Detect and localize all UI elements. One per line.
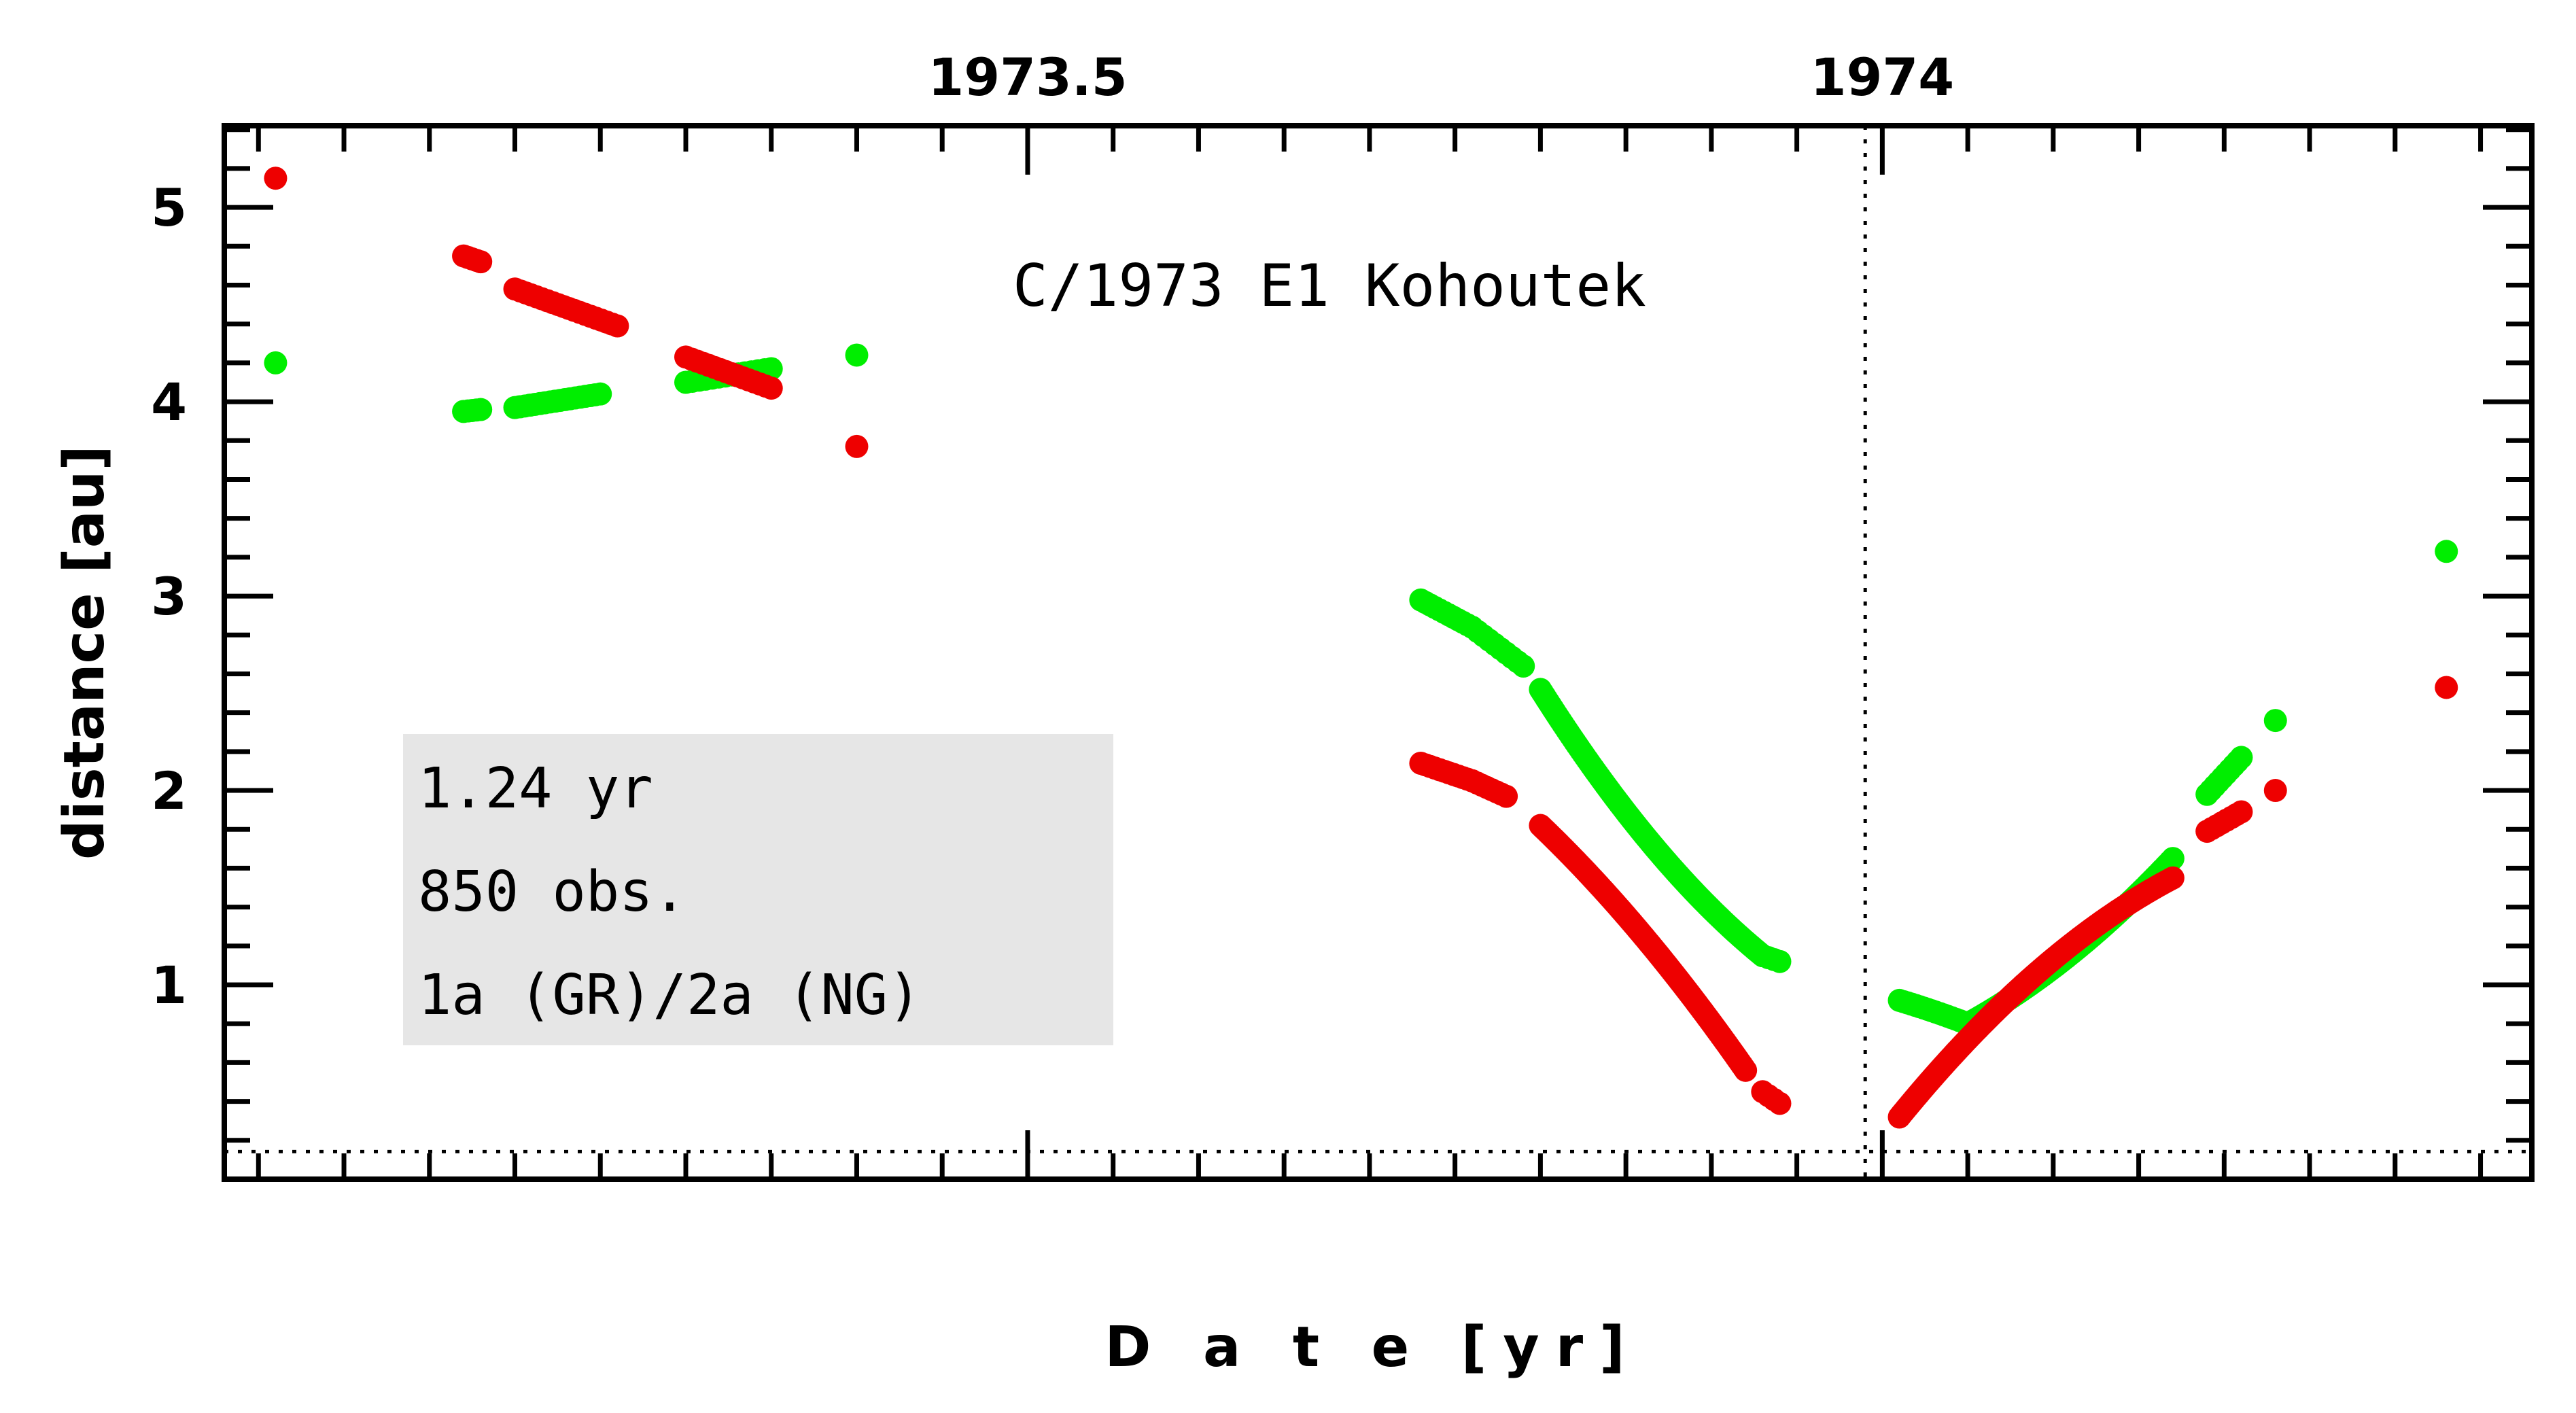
- y-axis-label: distance [au]: [52, 445, 117, 860]
- data-point: [2229, 746, 2253, 769]
- y-tick-label: 5: [151, 177, 187, 238]
- data-point: [2263, 779, 2287, 803]
- data-point: [264, 351, 288, 374]
- data-point: [845, 434, 869, 458]
- y-tick-label: 2: [151, 761, 187, 821]
- data-point: [2161, 847, 2185, 871]
- data-point: [1768, 949, 1792, 973]
- data-point: [469, 398, 493, 421]
- info-box-line: 850 obs.: [418, 860, 686, 924]
- chart-title: C/1973 E1 Kohoutek: [1013, 252, 1646, 320]
- data-point: [2435, 676, 2458, 699]
- x-tick-label-top: 1974: [1811, 47, 1955, 107]
- data-point: [1495, 784, 1518, 808]
- data-point: [1768, 1092, 1792, 1115]
- reference-lines: [224, 126, 2532, 1179]
- data-point: [589, 382, 612, 406]
- data-point: [2161, 866, 2185, 890]
- data-point: [606, 314, 629, 338]
- data-points: [264, 167, 2458, 1129]
- y-tick-label: 3: [151, 566, 187, 627]
- data-point: [2435, 540, 2458, 563]
- info-box-line: 1a (GR)/2a (NG): [418, 963, 922, 1028]
- info-box: 1.24 yr 850 obs. 1a (GR)/2a (NG): [403, 734, 1113, 1045]
- info-box-line: 1.24 yr: [418, 756, 653, 821]
- y-tick-label: 1: [151, 955, 187, 1015]
- data-point: [845, 343, 869, 367]
- data-point: [1512, 655, 1535, 678]
- x-axis-label: D a t e [yr]: [1104, 1315, 1641, 1380]
- axes: 1973.5 1974 1 2 3 4 5: [151, 47, 2535, 1182]
- data-point: [2263, 709, 2287, 733]
- data-point: [2229, 800, 2253, 824]
- data-point: [469, 250, 493, 274]
- data-point: [759, 377, 783, 400]
- y-tick-label: 4: [151, 372, 187, 432]
- plot-frame: [222, 123, 2535, 1182]
- data-point: [1734, 1058, 1758, 1082]
- x-tick-label-top: 1973.5: [928, 47, 1127, 107]
- info-box-background: [403, 734, 1113, 1045]
- data-point: [264, 167, 288, 190]
